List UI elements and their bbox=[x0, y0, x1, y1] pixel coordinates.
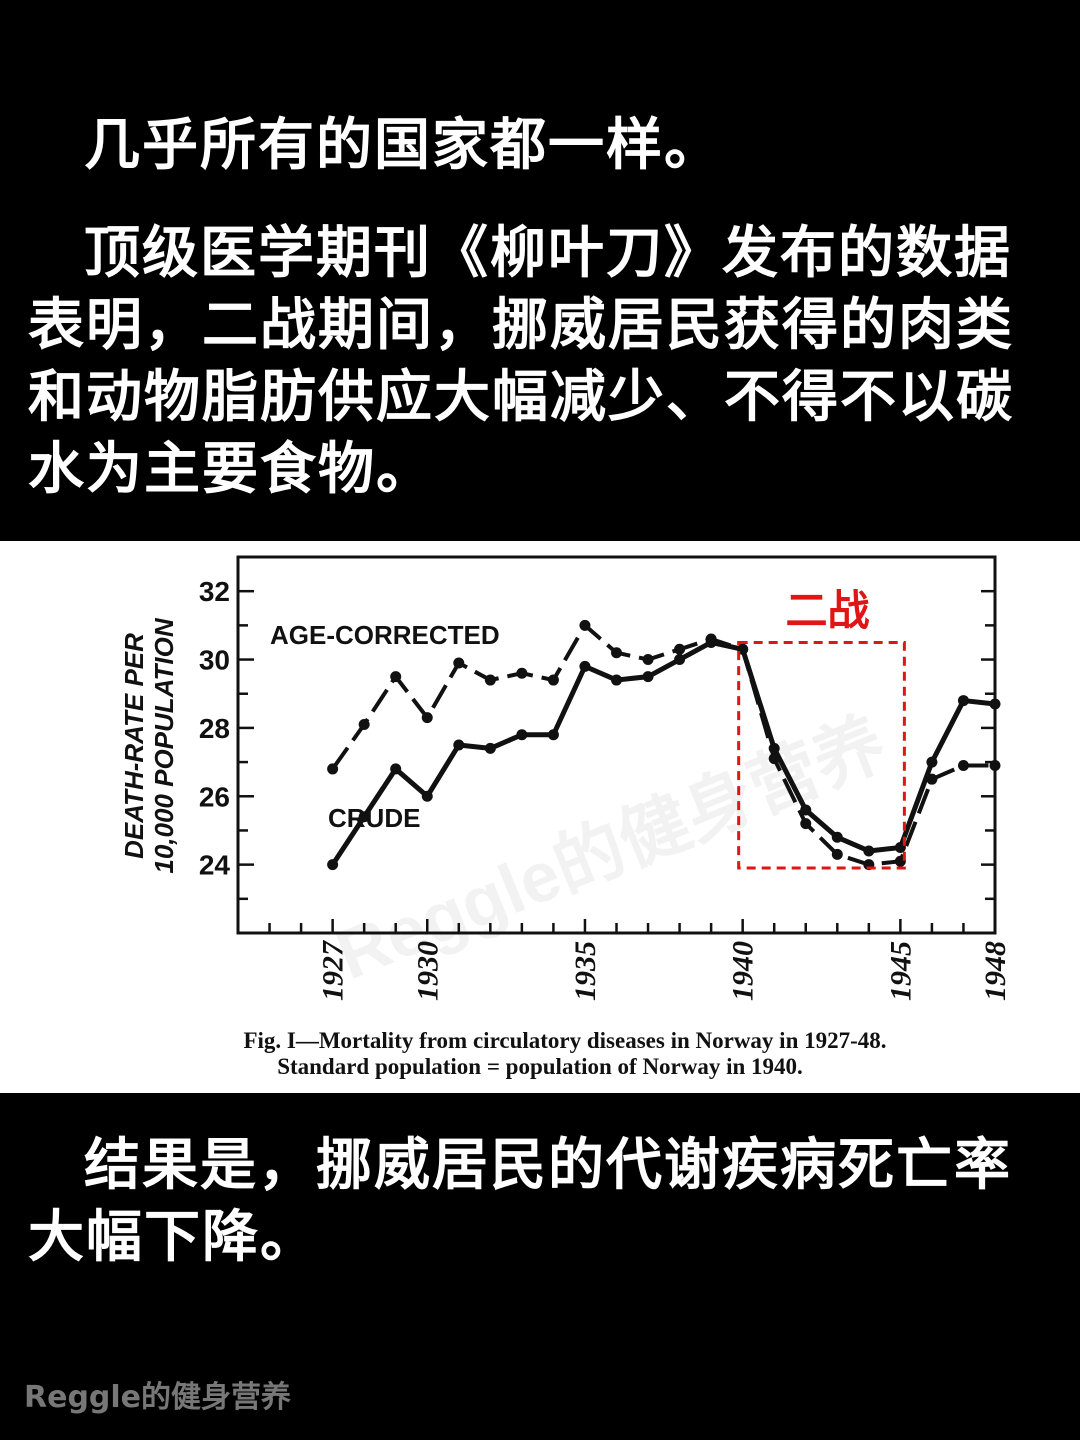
data-point-age-corrected bbox=[989, 760, 1001, 772]
caption-line-1: Fig. I—Mortality from circulatory diseas… bbox=[243, 1028, 887, 1053]
data-point-crude bbox=[484, 742, 496, 754]
data-point-crude bbox=[358, 811, 370, 823]
paragraph-result: 结果是，挪威居民的代谢疾病死亡率大幅下降。 bbox=[28, 1130, 1058, 1274]
x-tick-label: 1927 bbox=[317, 940, 350, 1001]
data-point-age-corrected bbox=[421, 712, 433, 724]
watermark: Reggle的健身营养 bbox=[24, 1380, 292, 1415]
series-label-crude: CRUDE bbox=[328, 803, 420, 833]
x-tick-label: 1940 bbox=[727, 941, 760, 1001]
y-tick-label: 32 bbox=[199, 576, 230, 607]
series-line-age-corrected bbox=[330, 623, 995, 867]
data-point-age-corrected bbox=[611, 647, 622, 659]
data-point-crude bbox=[327, 859, 339, 871]
data-point-crude bbox=[611, 674, 622, 686]
data-point-age-corrected bbox=[358, 718, 370, 730]
data-point-crude bbox=[926, 756, 938, 768]
data-point-crude bbox=[390, 763, 402, 775]
data-point-crude bbox=[421, 790, 433, 802]
paragraph-intro-text: 几乎所有的国家都一样。 bbox=[84, 113, 722, 178]
series-label-age-corrected: AGE-CORRECTED bbox=[270, 620, 500, 650]
data-point-age-corrected bbox=[327, 763, 339, 775]
data-point-age-corrected bbox=[957, 760, 969, 772]
wwii-annotation: 二战 bbox=[786, 586, 870, 635]
data-point-age-corrected bbox=[674, 643, 686, 655]
x-tick-label: 1935 bbox=[569, 941, 602, 1001]
data-point-crude bbox=[547, 729, 559, 741]
y-tick-label: 30 bbox=[199, 645, 230, 676]
data-point-crude bbox=[863, 845, 875, 857]
data-point-age-corrected bbox=[831, 848, 843, 860]
y-tick-label: 24 bbox=[199, 850, 231, 881]
data-point-crude bbox=[768, 742, 780, 754]
data-point-age-corrected bbox=[800, 818, 812, 830]
data-point-crude bbox=[989, 698, 1001, 710]
data-point-crude bbox=[453, 739, 465, 751]
data-point-crude bbox=[579, 660, 591, 672]
data-point-age-corrected bbox=[547, 674, 559, 686]
data-point-age-corrected bbox=[390, 671, 402, 683]
y-axis-label-line2: 10,000 POPULATION bbox=[149, 617, 179, 873]
x-tick-label: 1948 bbox=[979, 941, 1012, 1001]
data-point-age-corrected bbox=[642, 654, 654, 666]
data-point-crude bbox=[957, 695, 969, 707]
series-line-crude bbox=[330, 639, 996, 867]
data-point-age-corrected bbox=[579, 619, 591, 631]
paragraph-intro: 几乎所有的国家都一样。 bbox=[28, 110, 1058, 182]
paragraph-lancet: 顶级医学期刊《柳叶刀》发布的数据表明，二战期间，挪威居民获得的肉类和动物脂肪供应… bbox=[28, 218, 1058, 506]
data-point-crude bbox=[705, 636, 717, 648]
data-point-age-corrected bbox=[516, 667, 528, 679]
x-tick-label: 1930 bbox=[411, 941, 444, 1001]
data-point-age-corrected bbox=[484, 674, 496, 686]
y-axis-label-line1: DEATH-RATE PER bbox=[119, 633, 149, 859]
wwii-highlight-box bbox=[737, 640, 906, 870]
figure-caption: Fig. I—Mortality from circulatory diseas… bbox=[0, 1028, 1080, 1080]
x-tick-label: 1945 bbox=[884, 941, 917, 1001]
data-point-crude bbox=[800, 804, 812, 816]
paragraph-result-text: 结果是，挪威居民的代谢疾病死亡率大幅下降。 bbox=[28, 1133, 1012, 1270]
data-point-crude bbox=[516, 729, 528, 741]
caption-line-2: Standard population = population of Norw… bbox=[277, 1054, 803, 1079]
y-tick-label: 26 bbox=[199, 781, 230, 812]
data-point-crude bbox=[674, 654, 686, 666]
data-point-crude bbox=[831, 831, 843, 843]
figure-panel: Reggle的健身营养 24 26 28 30 32 1927 1930 1935 1940 194… bbox=[0, 541, 1080, 1093]
data-point-age-corrected bbox=[453, 657, 465, 669]
data-point-crude bbox=[642, 671, 654, 683]
y-tick-label: 28 bbox=[199, 713, 230, 744]
paragraph-lancet-text: 顶级医学期刊《柳叶刀》发布的数据表明，二战期间，挪威居民获得的肉类和动物脂肪供应… bbox=[28, 221, 1014, 502]
